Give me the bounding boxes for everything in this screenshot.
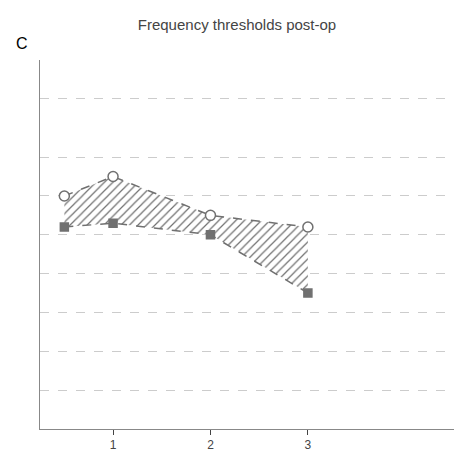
svg-text:Frequency thresholds post-op: Frequency thresholds post-op [138,16,336,33]
svg-text:C: C [16,35,28,52]
svg-text:3: 3 [305,438,312,452]
svg-text:2: 2 [207,438,214,452]
svg-text:1: 1 [110,438,117,452]
